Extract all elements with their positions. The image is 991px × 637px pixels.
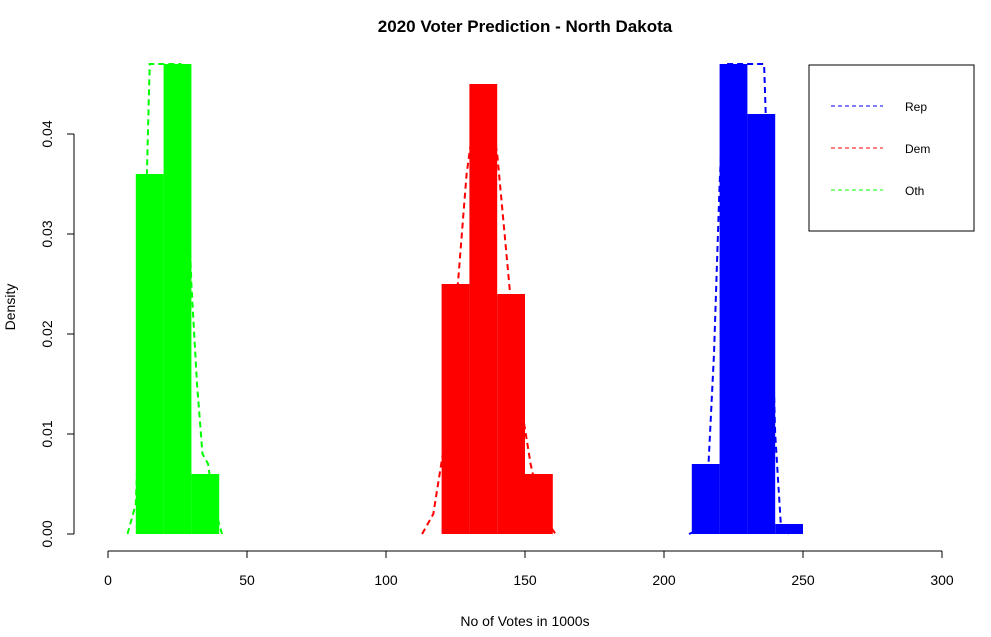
bar-dem-1 — [469, 84, 498, 534]
legend-box — [808, 64, 975, 232]
x-tick-label: 300 — [930, 572, 954, 588]
x-axis: 0 50 100 150 200 250 300 — [104, 550, 954, 588]
bar-oth-1 — [163, 64, 192, 534]
legend-label-dem: Dem — [905, 142, 930, 156]
y-tick-label: 0.02 — [39, 320, 55, 347]
y-tick-label: 0.01 — [39, 420, 55, 447]
y-tick-label: 0.00 — [39, 520, 55, 547]
x-axis-label: No of Votes in 1000s — [460, 613, 589, 629]
x-tick-label: 250 — [791, 572, 815, 588]
legend-label-rep: Rep — [905, 100, 927, 114]
x-tick-label: 100 — [374, 572, 398, 588]
bar-rep-3 — [775, 524, 803, 534]
bar-rep-1 — [719, 64, 748, 534]
legend: Rep Dem Oth — [808, 64, 975, 232]
bar-rep-2 — [747, 114, 776, 534]
density-curve-dem — [421, 81, 557, 535]
y-tick-label: 0.04 — [39, 120, 55, 147]
density-curves-layer — [126, 63, 790, 535]
bar-oth-0 — [135, 174, 164, 534]
x-tick-label: 200 — [652, 572, 676, 588]
y-axis-label: Density — [2, 284, 18, 331]
bar-dem-0 — [441, 284, 470, 534]
bar-rep-0 — [691, 464, 720, 534]
x-tick-label: 150 — [513, 572, 537, 588]
x-tick-label: 0 — [104, 572, 112, 588]
bar-oth-2 — [191, 474, 220, 534]
chart-title: 2020 Voter Prediction - North Dakota — [378, 17, 673, 36]
bar-dem-2 — [497, 294, 525, 534]
x-tick-label: 50 — [239, 572, 255, 588]
density-curve-oth — [126, 63, 223, 535]
y-axis: 0.00 0.01 0.02 0.03 0.04 — [39, 120, 75, 548]
bars-layer — [135, 64, 803, 534]
legend-label-oth: Oth — [905, 184, 924, 198]
y-tick-label: 0.03 — [39, 220, 55, 247]
density-curve-rep — [688, 63, 790, 535]
